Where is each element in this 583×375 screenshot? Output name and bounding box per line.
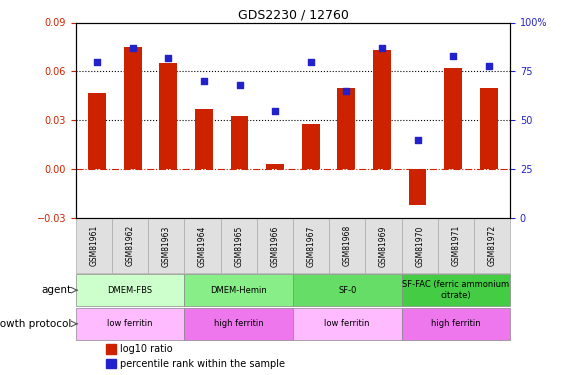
Text: GSM81965: GSM81965 xyxy=(234,225,243,267)
Bar xyxy=(402,274,510,306)
Point xyxy=(271,108,280,114)
Bar xyxy=(148,218,184,273)
Bar xyxy=(409,170,426,205)
Bar xyxy=(366,218,402,273)
Text: SF-FAC (ferric ammonium
citrate): SF-FAC (ferric ammonium citrate) xyxy=(402,280,510,300)
Bar xyxy=(231,116,248,170)
Bar xyxy=(195,109,213,170)
Bar xyxy=(402,308,510,340)
Bar xyxy=(293,308,402,340)
Text: SF-0: SF-0 xyxy=(338,286,356,295)
Point xyxy=(235,82,244,88)
Text: GSM81961: GSM81961 xyxy=(89,225,99,267)
Text: agent: agent xyxy=(41,285,72,295)
Text: GSM81964: GSM81964 xyxy=(198,225,207,267)
Text: GSM81972: GSM81972 xyxy=(487,225,497,267)
Bar xyxy=(220,218,257,273)
Point xyxy=(306,58,315,64)
Bar xyxy=(76,274,184,306)
Bar xyxy=(302,124,319,170)
Bar xyxy=(184,274,293,306)
Bar xyxy=(76,308,184,340)
Point xyxy=(164,55,173,61)
Text: low ferritin: low ferritin xyxy=(107,320,153,328)
Text: DMEM-Hemin: DMEM-Hemin xyxy=(210,286,267,295)
Point xyxy=(199,78,209,84)
Bar xyxy=(402,218,438,273)
Text: GSM81971: GSM81971 xyxy=(451,225,461,267)
Bar xyxy=(438,218,474,273)
Text: percentile rank within the sample: percentile rank within the sample xyxy=(120,358,285,369)
Bar xyxy=(266,165,284,170)
Point xyxy=(377,45,387,51)
Text: log10 ratio: log10 ratio xyxy=(120,344,173,354)
Bar xyxy=(444,68,462,170)
Bar xyxy=(338,88,355,170)
Title: GDS2230 / 12760: GDS2230 / 12760 xyxy=(237,8,349,21)
Text: DMEM-FBS: DMEM-FBS xyxy=(107,286,153,295)
Bar xyxy=(257,218,293,273)
Bar xyxy=(160,63,177,170)
Text: GSM81967: GSM81967 xyxy=(307,225,315,267)
Text: GSM81970: GSM81970 xyxy=(415,225,424,267)
Text: GSM81963: GSM81963 xyxy=(161,225,171,267)
Bar xyxy=(106,344,116,354)
Text: growth protocol: growth protocol xyxy=(0,319,72,329)
Bar xyxy=(124,47,142,170)
Text: GSM81966: GSM81966 xyxy=(271,225,279,267)
Point xyxy=(128,45,138,51)
Bar xyxy=(76,218,112,273)
Text: GSM81962: GSM81962 xyxy=(125,225,135,267)
Point xyxy=(93,58,102,64)
Text: GSM81969: GSM81969 xyxy=(379,225,388,267)
Bar xyxy=(106,359,116,368)
Bar xyxy=(474,218,510,273)
Text: high ferritin: high ferritin xyxy=(431,320,480,328)
Bar xyxy=(293,274,402,306)
Bar xyxy=(88,93,106,170)
Text: GSM81968: GSM81968 xyxy=(343,225,352,267)
Text: low ferritin: low ferritin xyxy=(325,320,370,328)
Bar xyxy=(293,218,329,273)
Bar xyxy=(112,218,148,273)
Point xyxy=(342,88,351,94)
Bar xyxy=(373,50,391,170)
Point xyxy=(484,63,493,69)
Bar xyxy=(329,218,366,273)
Bar xyxy=(480,88,498,170)
Bar xyxy=(184,218,220,273)
Text: high ferritin: high ferritin xyxy=(214,320,264,328)
Point xyxy=(413,137,422,143)
Bar xyxy=(184,308,293,340)
Point xyxy=(448,53,458,59)
